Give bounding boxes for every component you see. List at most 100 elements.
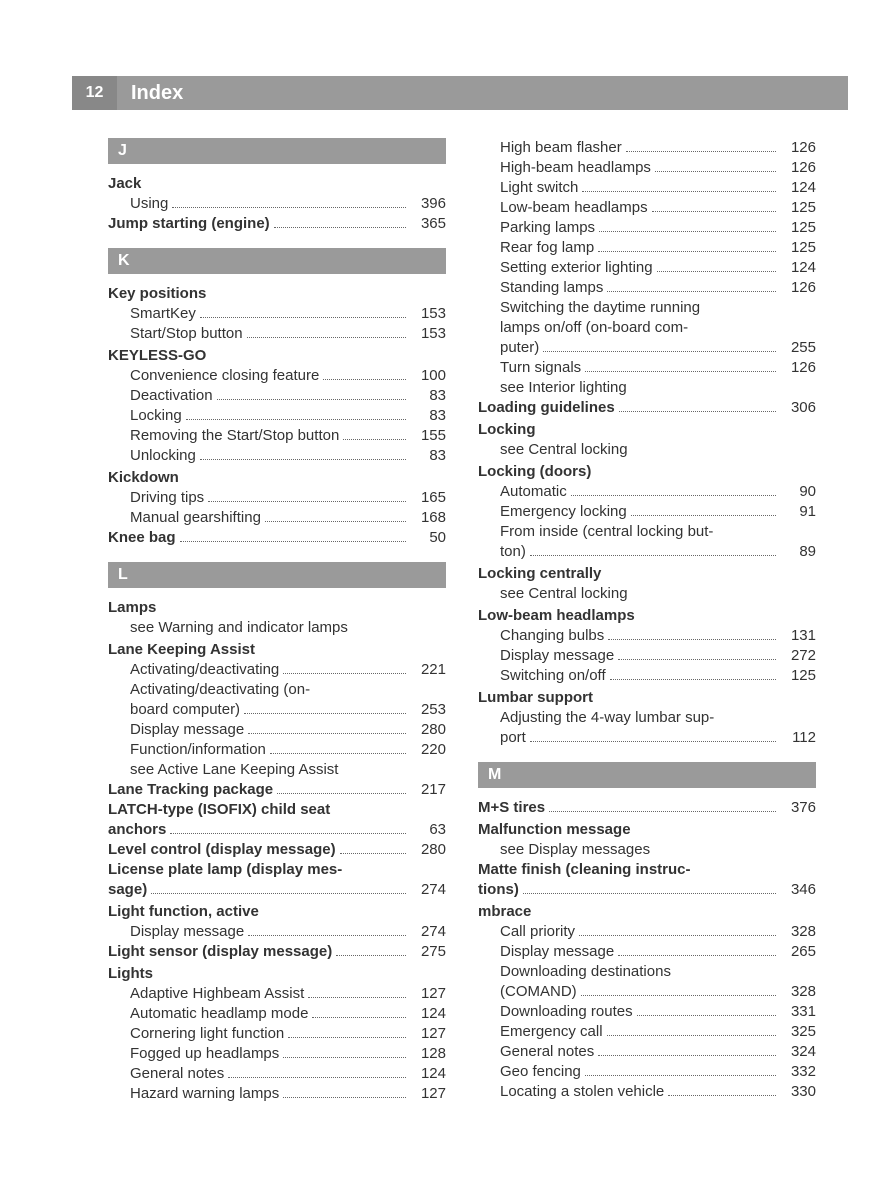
index-entry: Rear fog lamp125 [478,238,816,258]
index-see-ref: see Central locking [478,584,816,604]
index-see-ref: see Warning and indicator lamps [108,618,446,638]
column-right: High beam flasher126High-beam headlamps 1… [478,138,816,1120]
index-page-ref: 328 [780,922,816,942]
index-line: From inside (central locking but- [478,522,816,542]
index-entry: High beam flasher126 [478,138,816,158]
index-entry-label: M+S tires [478,798,545,818]
leader-dots [599,220,776,232]
index-entry: Setting exterior lighting 124 [478,258,816,278]
index-entry-label: Driving tips [130,488,204,508]
leader-dots [571,484,776,496]
index-page-ref: 127 [410,984,446,1004]
index-entry-label: Level control (display message) [108,840,336,860]
leader-dots [582,180,776,192]
leader-dots [598,1044,776,1056]
leader-dots [610,668,776,680]
leader-dots [186,408,406,420]
index-page-ref: 280 [410,720,446,740]
index-page-ref: 124 [780,258,816,278]
index-page-ref: 165 [410,488,446,508]
index-page-ref: 127 [410,1084,446,1104]
index-entry-label: board computer) [130,700,240,720]
index-line: Activating/deactivating (on- [108,680,446,700]
index-entry: Locking83 [108,406,446,426]
index-line: Adjusting the 4-way lumbar sup- [478,708,816,728]
index-page-ref: 275 [410,942,446,962]
index-page-ref: 128 [410,1044,446,1064]
leader-dots [180,530,406,542]
index-entry-label: Changing bulbs [500,626,604,646]
index-page-ref: 83 [410,386,446,406]
index-page-ref: 89 [780,542,816,562]
index-entry: Level control (display message)280 [108,840,446,860]
index-see-ref: see Active Lane Keeping Assist [108,760,446,780]
leader-dots [631,504,776,516]
index-entry: Fogged up headlamps 128 [108,1044,446,1064]
index-line: License plate lamp (display mes- [108,860,446,880]
index-entry-label: Adaptive Highbeam Assist [130,984,304,1004]
index-heading: Jack [108,174,446,194]
index-entry: Parking lamps125 [478,218,816,238]
index-entry: Display message272 [478,646,816,666]
index-entry: Emergency call325 [478,1022,816,1042]
index-entry-label: Light sensor (display message) [108,942,332,962]
index-entry: Downloading routes331 [478,1002,816,1022]
leader-dots [217,388,406,400]
leader-dots [607,280,776,292]
index-page-ref: 217 [410,780,446,800]
letter-header-J: J [108,138,446,164]
index-entry: Driving tips 165 [108,488,446,508]
index-entry-label: (COMAND) [500,982,577,1002]
index-entry: Changing bulbs131 [478,626,816,646]
index-entry: Knee bag50 [108,528,446,548]
index-page-ref: 346 [780,880,816,900]
leader-dots [608,628,776,640]
index-entry: Call priority328 [478,922,816,942]
index-entry-label: Geo fencing [500,1062,581,1082]
index-entry-label: Low-beam headlamps [500,198,648,218]
index-page-ref: 220 [410,740,446,760]
index-heading: Lane Keeping Assist [108,640,446,660]
index-see-ref: see Central locking [478,440,816,460]
index-entry: Using396 [108,194,446,214]
index-page-ref: 253 [410,700,446,720]
leader-dots [581,984,776,996]
index-page-ref: 265 [780,942,816,962]
index-entry: Loading guidelines 306 [478,398,816,418]
leader-dots [637,1004,776,1016]
index-entry-label: Setting exterior lighting [500,258,653,278]
index-entry-label: Start/Stop button [130,324,243,344]
column-left: JJackUsing396Jump starting (engine)365KK… [108,138,446,1120]
index-page-ref: 124 [410,1064,446,1084]
index-entry-label: sage) [108,880,147,900]
index-entry-label: Fogged up headlamps [130,1044,279,1064]
leader-dots [530,544,776,556]
index-entry-label: Display message [130,720,244,740]
index-entry-label: Downloading routes [500,1002,633,1022]
index-heading: Malfunction message [478,820,816,840]
leader-dots [312,1006,406,1018]
leader-dots [523,882,776,894]
index-entry: board computer) 253 [108,700,446,720]
index-page-ref: 274 [410,880,446,900]
index-page-ref: 332 [780,1062,816,1082]
index-heading: Lights [108,964,446,984]
index-entry-label: High-beam headlamps [500,158,651,178]
index-page-ref: 125 [780,238,816,258]
index-page-ref: 325 [780,1022,816,1042]
index-heading: Lumbar support [478,688,816,708]
letter-header-K: K [108,248,446,274]
index-page-ref: 127 [410,1024,446,1044]
index-entry-label: Loading guidelines [478,398,615,418]
leader-dots [151,882,406,894]
leader-dots [579,924,776,936]
leader-dots [607,1024,776,1036]
index-page-ref: 330 [780,1082,816,1102]
index-entry-label: Standing lamps [500,278,603,298]
leader-dots [208,490,406,502]
index-line: lamps on/off (on-board com- [478,318,816,338]
index-page-ref: 306 [780,398,816,418]
index-entry-label: Using [130,194,168,214]
index-heading: Locking centrally [478,564,816,584]
index-entry: Unlocking83 [108,446,446,466]
